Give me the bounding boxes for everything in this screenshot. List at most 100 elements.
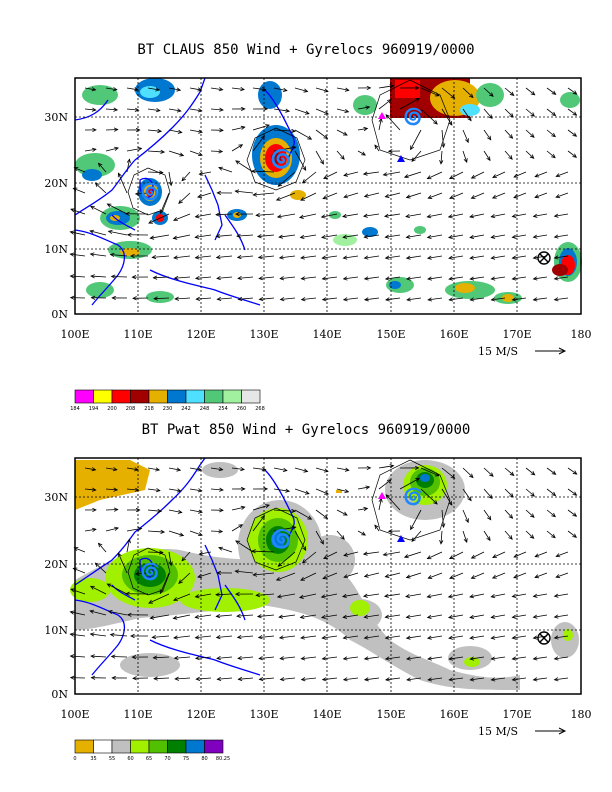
wind-vector [363, 171, 380, 175]
wind-vector-head [513, 194, 518, 199]
wind-vector [462, 150, 468, 163]
wind-vector-head [448, 635, 453, 640]
wind-vector [364, 614, 380, 618]
wind-vector [89, 230, 107, 236]
wind-vector-head [342, 255, 348, 260]
wind-vector [441, 488, 453, 506]
wind-vector [294, 509, 312, 520]
top-x-ticks: 100E 110E 120E 130E 140E 150E 160E 170E … [60, 328, 591, 341]
wind-vector [195, 635, 212, 639]
wind-vector [105, 467, 117, 471]
wind-vector-head [320, 214, 326, 219]
wind-vector-head [321, 677, 327, 682]
wind-vector [525, 129, 535, 138]
wind-vector [504, 530, 513, 540]
wind-vector [469, 213, 485, 218]
wind-vector [301, 297, 317, 301]
x-tick-label: 130E [249, 708, 278, 721]
wind-vector-head [137, 146, 143, 152]
wind-vector [357, 530, 366, 536]
wind-vector [512, 213, 527, 217]
wind-vector [70, 208, 86, 215]
wind-vector-head [258, 656, 264, 661]
wind-vector-head [278, 635, 284, 640]
x-tick-label: 140E [312, 328, 341, 341]
wind-vector [70, 611, 86, 616]
wind-vector-head [321, 276, 327, 281]
wind-vector-head [322, 195, 328, 200]
wind-vector-head [551, 533, 556, 539]
wind-vector-head [92, 127, 97, 133]
y-tick-label: 0N [51, 688, 68, 701]
wind-vector [70, 275, 86, 278]
wind-vector-head [135, 507, 141, 513]
top-legend-labels: 184 194 200 208 218 230 242 248 254 260 268 [70, 406, 265, 412]
wind-vector [181, 551, 191, 562]
wind-vector [126, 539, 130, 553]
wind-vector [336, 150, 345, 160]
wind-vector-head [106, 203, 112, 208]
x-tick-label: 160E [439, 328, 468, 341]
wind-vector-head [113, 487, 119, 492]
wind-vector [374, 524, 380, 532]
wind-vector-head [509, 471, 515, 477]
wind-vector-head [276, 594, 282, 599]
wind-vector [567, 150, 577, 158]
wind-vector [471, 572, 485, 579]
wind-vector [363, 551, 380, 555]
wind-vector-head [511, 677, 517, 682]
wind-vector [259, 297, 275, 300]
wind-vector [554, 276, 569, 280]
wind-vector-head [216, 676, 222, 682]
wind-vector [197, 572, 212, 578]
wind-vector [126, 159, 130, 173]
wind-vector-head [551, 132, 556, 138]
wind-vector-head [343, 172, 349, 177]
wind-vector [90, 633, 107, 637]
wind-vector-head [490, 614, 496, 619]
wind-vector-head [448, 677, 454, 682]
legend-color-box [130, 389, 150, 404]
wind-vector [147, 530, 165, 533]
wind-vector-head [470, 554, 476, 559]
legend-tick-label: 218 [144, 406, 154, 412]
wind-vector-head [572, 533, 578, 538]
wind-vector-head [173, 255, 178, 260]
wind-vector-head [426, 555, 432, 560]
wind-vector-head [181, 176, 186, 182]
wind-vector [135, 572, 149, 575]
wind-vector [492, 572, 506, 579]
wind-vector [492, 171, 506, 178]
wind-vector-head [153, 296, 158, 301]
wind-vector [427, 234, 443, 238]
wind-vector-head [342, 234, 348, 239]
wind-vector [504, 467, 515, 476]
wind-vector-head [530, 112, 536, 117]
wind-vector-head [261, 87, 267, 92]
wind-vector [273, 146, 296, 152]
wind-vector [471, 551, 485, 559]
wind-vector-head [441, 143, 446, 149]
legend-tick-label: 80.25 [216, 756, 230, 762]
wind-vector [173, 593, 191, 601]
wind-vector [152, 635, 170, 638]
wind-vector [384, 213, 401, 217]
wind-vector-head [160, 149, 166, 154]
wind-vector-head [158, 550, 164, 555]
bottom-ref-vector-label: 15 M/S [478, 725, 518, 738]
legend-color-box [204, 389, 224, 404]
legend-tick-label: 70 [164, 756, 170, 762]
wind-vector [238, 276, 254, 279]
wind-vector [105, 488, 118, 491]
wind-vector [218, 167, 233, 173]
legend-color-box [148, 389, 168, 404]
wind-vector-head [256, 234, 262, 239]
wind-vector-head [149, 235, 155, 240]
wind-vector [448, 593, 464, 598]
wind-vector-head [194, 275, 200, 281]
wind-vector [147, 87, 160, 91]
legend-tick-label: 242 [181, 406, 191, 412]
wind-vector [357, 486, 370, 490]
wind-vector [385, 494, 401, 511]
wind-vector [168, 150, 184, 156]
